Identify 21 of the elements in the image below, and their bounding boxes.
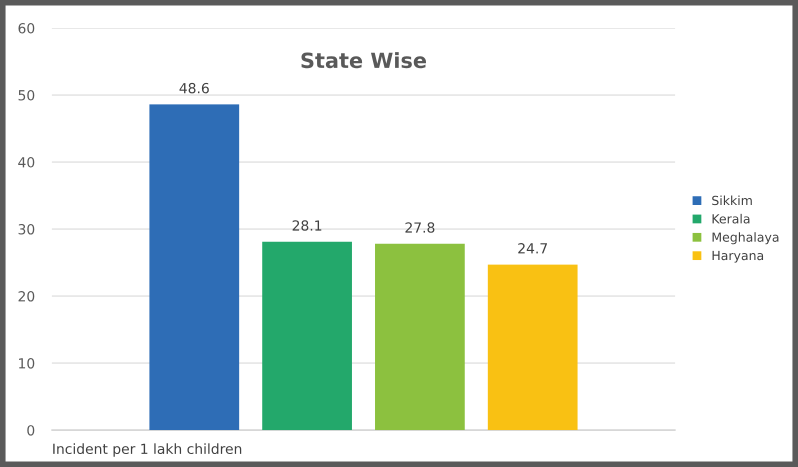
y-tick-label: 50 [18,90,34,101]
data-label: 27.8 [405,222,434,233]
y-tick-label: 40 [18,157,34,168]
legend-label: Sikkim [712,195,752,206]
x-axis-title: Incident per 1 lakh children [53,443,242,457]
bar [488,264,578,430]
y-tick-label: 10 [19,358,34,369]
data-label: 28.1 [292,220,322,231]
data-label: 24.7 [518,243,547,254]
bar [375,244,465,430]
bar [262,242,352,430]
legend-label: Meghalaya [712,232,778,244]
legend-label: Kerala [712,214,750,224]
legend-label: Haryana [712,250,764,263]
y-tick-label: 20 [18,291,34,302]
y-tick-label: 60 [18,22,34,34]
text: State Wise [301,52,426,68]
y-tick-label: 0 [27,425,34,436]
data-label: 48.6 [179,82,209,94]
bar [149,104,240,430]
y-tick-label: 30 [18,224,34,235]
